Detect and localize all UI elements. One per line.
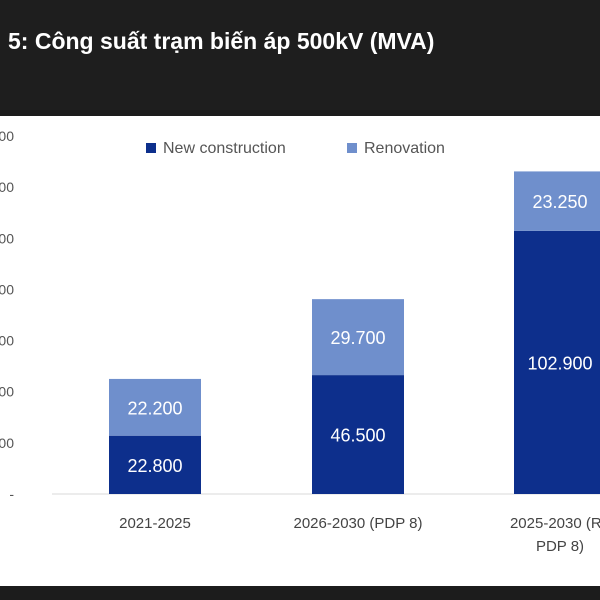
bar-renovation <box>109 378 201 436</box>
bar-new-construction <box>109 435 201 494</box>
title-bar: 5: Công suất trạm biến áp 500kV (MVA) <box>0 0 600 110</box>
legend-swatch <box>146 143 156 153</box>
data-label: 29.700 <box>330 328 385 348</box>
legend-label: Renovation <box>364 140 445 157</box>
y-tick-label: 000 <box>0 435 14 451</box>
stacked-bar-chart: - 000 000 000 000 000 000 000 22.800 22.200 2021-2… <box>0 128 600 555</box>
bar-new-construction <box>514 230 600 494</box>
y-tick-label: 000 <box>0 281 14 297</box>
y-tick-label: 000 <box>0 179 14 195</box>
x-tick-label: 2021-2025 <box>119 515 191 532</box>
bar-renovation <box>312 299 404 376</box>
data-label: 46.500 <box>330 426 385 446</box>
bottom-bar <box>0 586 600 600</box>
y-tick-label: 000 <box>0 333 14 349</box>
bar-new-construction <box>312 375 404 494</box>
bar-renovation <box>514 171 600 231</box>
y-tick-label: 000 <box>0 230 14 246</box>
y-tick-label: 000 <box>0 128 14 144</box>
legend-label: New construction <box>163 140 286 157</box>
y-tick-label: 000 <box>0 384 14 400</box>
x-tick-label: 2026-2030 (PDP 8) <box>294 515 423 532</box>
chart-panel: - 000 000 000 000 000 000 000 22.800 22.200 2021-2… <box>0 116 600 586</box>
x-tick-label-line2: PDP 8) <box>536 538 584 555</box>
data-label: 22.800 <box>127 456 182 476</box>
data-label: 102.900 <box>527 353 592 373</box>
x-tick-label: 2025-2030 (Re <box>510 515 600 532</box>
data-label: 23.250 <box>532 192 587 212</box>
legend-swatch <box>347 143 357 153</box>
chart-title: 5: Công suất trạm biến áp 500kV (MVA) <box>8 28 435 54</box>
data-label: 22.200 <box>127 398 182 418</box>
y-tick-label: - <box>9 486 14 502</box>
